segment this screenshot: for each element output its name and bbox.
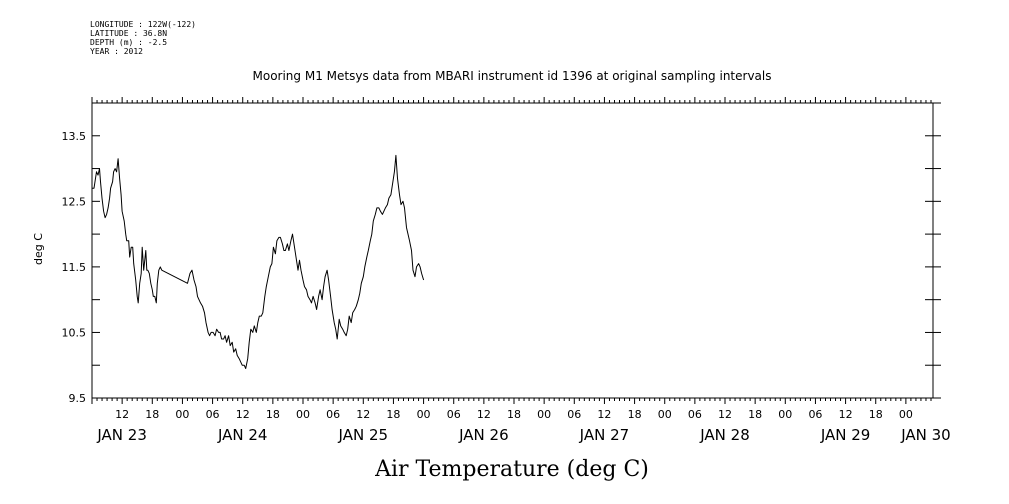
day-tick-label: JAN 28 <box>699 426 750 444</box>
metadata-longitude: LONGITUDE : 122W(-122) <box>90 20 196 29</box>
hour-tick-label: 18 <box>507 408 521 421</box>
hour-tick-label: 18 <box>628 408 642 421</box>
y-tick-label: 11.5 <box>62 261 87 274</box>
hour-tick-label: 00 <box>175 408 189 421</box>
temperature-series-line <box>92 154 425 369</box>
hour-tick-label: 18 <box>145 408 159 421</box>
hour-tick-label: 12 <box>718 408 732 421</box>
hour-tick-label: 12 <box>597 408 611 421</box>
hour-tick-label: 00 <box>899 408 913 421</box>
hour-tick-label: 18 <box>869 408 883 421</box>
day-tick-label: JAN 25 <box>338 426 389 444</box>
metadata-depth: DEPTH (m) : -2.5 <box>90 38 168 47</box>
hour-tick-label: 06 <box>447 408 461 421</box>
hour-tick-label: 12 <box>356 408 370 421</box>
location-metadata: LONGITUDE : 122W(-122) LATITUDE : 36.8N … <box>90 20 196 56</box>
hour-tick-label: 00 <box>658 408 672 421</box>
x-axis-label: Air Temperature (deg C) <box>374 457 649 482</box>
axis-tick-labels: 9.5 10.5 11.5 12.5 13.5 12 18 00 06 12 18 00 06 12 18 0… <box>62 130 951 444</box>
hour-tick-label: 00 <box>417 408 431 421</box>
day-tick-label: JAN 29 <box>820 426 871 444</box>
hour-tick-label: 06 <box>206 408 220 421</box>
hour-tick-label: 06 <box>326 408 340 421</box>
axis-ticks <box>91 97 941 404</box>
y-tick-label: 13.5 <box>62 130 87 143</box>
chart-title: Mooring M1 Metsys data from MBARI instru… <box>253 69 772 83</box>
hour-tick-label: 12 <box>839 408 853 421</box>
hour-tick-label: 00 <box>778 408 792 421</box>
plot-frame <box>91 102 934 399</box>
y-tick-label: 9.5 <box>69 392 87 405</box>
day-tick-label: JAN 26 <box>458 426 509 444</box>
hour-tick-label: 06 <box>808 408 822 421</box>
y-tick-label: 12.5 <box>62 195 87 208</box>
hour-tick-label: 00 <box>296 408 310 421</box>
hour-tick-label: 00 <box>537 408 551 421</box>
day-tick-label: JAN 23 <box>96 426 147 444</box>
hour-tick-label: 12 <box>477 408 491 421</box>
hour-tick-label: 18 <box>748 408 762 421</box>
hour-tick-label: 12 <box>236 408 250 421</box>
hour-tick-label: 06 <box>688 408 702 421</box>
day-tick-label: JAN 27 <box>579 426 630 444</box>
metadata-year: YEAR : 2012 <box>90 47 143 56</box>
day-tick-label: JAN 30 <box>900 426 951 444</box>
hour-tick-label: 12 <box>115 408 129 421</box>
y-axis-label: deg C <box>32 233 45 265</box>
day-tick-label: JAN 24 <box>217 426 268 444</box>
hour-tick-label: 18 <box>386 408 400 421</box>
y-tick-label: 10.5 <box>62 326 87 339</box>
hour-tick-label: 06 <box>567 408 581 421</box>
series-layer <box>92 154 425 369</box>
metadata-latitude: LATITUDE : 36.8N <box>90 29 168 38</box>
hour-tick-label: 18 <box>266 408 280 421</box>
